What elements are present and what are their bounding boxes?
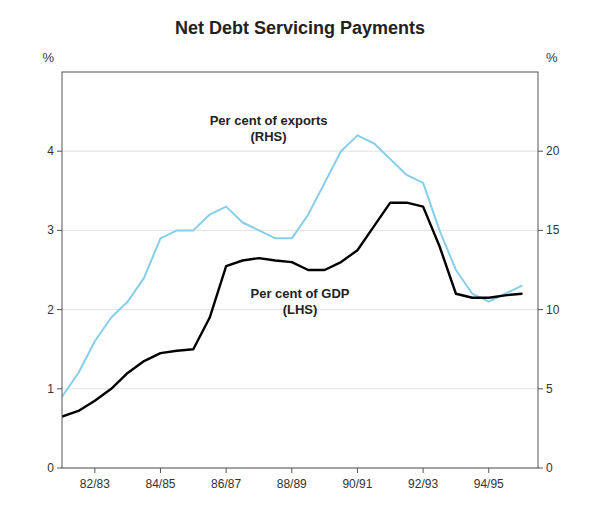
tick [160,468,161,473]
y-axis: 0 1 2 3 4% [42,50,62,475]
chart: 0 1 2 3 4% 0 5 10 15 20% 82/83 84/85 86/87 88/89 90/91… [0,0,600,522]
tick-label: 92/93 [408,477,438,491]
tick [488,468,489,473]
tick-label: 90/91 [342,477,372,491]
tick-label: 5 [546,382,553,396]
tick-label: 0 [47,461,54,475]
tick [538,309,543,310]
tick-label: 86/87 [211,477,241,491]
tick [94,468,95,473]
annotation: Per cent of GDP [251,286,350,301]
tick [357,468,358,473]
series-group [62,135,522,416]
tick [538,151,543,152]
plot-frame [62,72,538,468]
tick-label: 10 [546,303,560,317]
tick-label: 1 [47,382,54,396]
annotation: (RHS) [251,129,287,144]
tick-label: 15 [546,223,560,237]
series-line [62,135,522,396]
annotations: Per cent of exports(RHS) Per cent of GDP(… [210,113,350,316]
tick-label: 88/89 [277,477,307,491]
tick [538,230,543,231]
tick-label: 2 [47,303,54,317]
y2-axis: 0 5 10 15 20% [538,50,560,475]
tick [291,468,292,473]
grid-line [62,151,538,152]
tick-label: 94/95 [474,477,504,491]
tick [57,309,62,310]
series-line [62,203,522,417]
tick [57,468,62,469]
tick [57,230,62,231]
tick-label: 4 [47,144,54,158]
grid-line [62,388,538,389]
tick [226,468,227,473]
tick-label: 82/83 [80,477,110,491]
tick [538,388,543,389]
tick-label: 84/85 [145,477,175,491]
x-axis: 82/83 84/85 86/87 88/89 90/91 92/93 94/95 [80,468,504,491]
axis-label: % [42,50,54,65]
tick-label: 0 [546,461,553,475]
plot-area [62,72,538,468]
grid-line [62,230,538,231]
tick [57,151,62,152]
annotation: (LHS) [283,302,318,317]
annotation: Per cent of exports [210,113,328,128]
tick [423,468,424,473]
title: Net Debt Servicing Payments [175,18,425,38]
tick-label: 20 [546,144,560,158]
grid [62,151,538,468]
tick-label: 3 [47,223,54,237]
tick [538,468,543,469]
axis-label: % [546,50,558,65]
tick [57,388,62,389]
